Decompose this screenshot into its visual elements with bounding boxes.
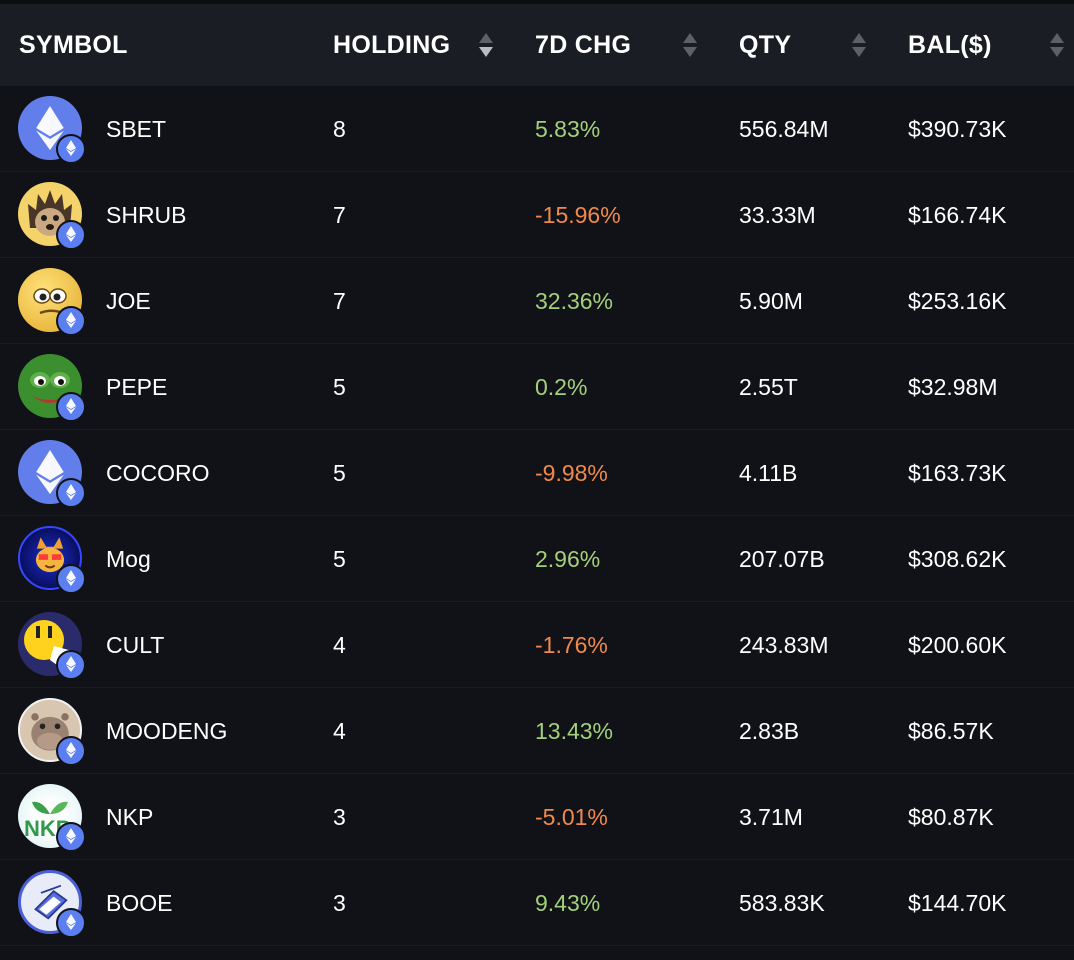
token-symbol[interactable]: NKP: [106, 803, 154, 830]
token-symbol[interactable]: MOODENG: [106, 717, 228, 744]
token-symbol[interactable]: COCORO: [106, 459, 210, 486]
seven-day-change: -5.01%: [535, 803, 608, 830]
ethereum-chain-icon: [56, 134, 86, 164]
token-quantity: 243.83M: [739, 631, 829, 658]
table-row[interactable]: SBET 8 5.83% 556.84M $390.73K: [0, 86, 1074, 172]
token-balance: $32.98M: [908, 373, 998, 400]
ethereum-chain-icon: [56, 478, 86, 508]
token-symbol[interactable]: SBET: [106, 115, 167, 142]
column-header-symbol: SYMBOL: [19, 30, 128, 59]
mog-cat-icon: [18, 526, 82, 590]
ethereum-chain-icon: [56, 908, 86, 938]
column-header-balance[interactable]: BAL($): [908, 30, 992, 59]
token-quantity: 2.83B: [739, 717, 800, 744]
token-symbol[interactable]: JOE: [106, 287, 151, 314]
token-quantity: 207.07B: [739, 545, 825, 572]
token-quantity: 4.11B: [739, 459, 798, 486]
token-balance: $163.73K: [908, 459, 1007, 486]
book-icon: [18, 870, 82, 934]
column-header-holding[interactable]: HOLDING: [333, 30, 451, 59]
token-balance: $253.16K: [908, 287, 1007, 314]
token-quantity: 2.55T: [739, 373, 798, 400]
token-avatar: [18, 354, 86, 422]
seven-day-change: 32.36%: [535, 287, 614, 314]
ethereum-chain-icon: [56, 392, 86, 422]
token-symbol[interactable]: CULT: [106, 631, 165, 658]
token-avatar: [18, 526, 86, 594]
holding-count: 3: [333, 803, 346, 830]
seven-day-change: 13.43%: [535, 717, 614, 744]
holding-count: 7: [333, 287, 346, 314]
table-row[interactable]: CULT 4 -1.76% 243.83M $200.60K: [0, 602, 1074, 688]
sort-7d-change-icon[interactable]: [683, 28, 697, 62]
table-row[interactable]: BOOE 3 9.43% 583.83K $144.70K: [0, 860, 1074, 946]
sort-qty-icon[interactable]: [852, 28, 866, 62]
table-row[interactable]: PEPE 5 0.2% 2.55T $32.98M: [0, 344, 1074, 430]
ethereum-chain-icon: [56, 650, 86, 680]
token-avatar: [18, 182, 86, 250]
token-quantity: 556.84M: [739, 115, 829, 142]
column-header-qty[interactable]: QTY: [739, 30, 792, 59]
token-balance: $80.87K: [908, 803, 994, 830]
token-avatar: [18, 96, 86, 164]
token-quantity: 3.71M: [739, 803, 803, 830]
holding-count: 8: [333, 115, 346, 142]
token-symbol[interactable]: SHRUB: [106, 201, 187, 228]
token-avatar: [18, 612, 86, 680]
token-avatar: [18, 870, 86, 938]
token-balance: $86.57K: [908, 717, 994, 744]
token-symbol[interactable]: PEPE: [106, 373, 168, 400]
seven-day-change: -15.96%: [535, 201, 621, 228]
token-quantity: 33.33M: [739, 201, 816, 228]
table-row[interactable]: JOE 7 32.36% 5.90M $253.16K: [0, 258, 1074, 344]
seven-day-change: 2.96%: [535, 545, 601, 572]
token-balance: $200.60K: [908, 631, 1007, 658]
token-balance: $390.73K: [908, 115, 1007, 142]
ethereum-chain-icon: [56, 564, 86, 594]
seven-day-change: 5.83%: [535, 115, 601, 142]
token-avatar: [18, 698, 86, 766]
eth-logo-icon: [18, 96, 82, 160]
sort-balance-icon[interactable]: [1050, 28, 1064, 62]
table-body: SBET 8 5.83% 556.84M $390.73K SHRUB 7 -15.96% 33…: [0, 86, 1074, 946]
token-quantity: 583.83K: [739, 889, 825, 916]
table-row[interactable]: COCORO 5 -9.98% 4.11B $163.73K: [0, 430, 1074, 516]
holding-count: 3: [333, 889, 346, 916]
ethereum-chain-icon: [56, 736, 86, 766]
token-symbol[interactable]: BOOE: [106, 889, 173, 916]
ethereum-chain-icon: [56, 822, 86, 852]
seven-day-change: -9.98%: [535, 459, 608, 486]
table-header: SYMBOL HOLDING 7D CHG QTY BAL($): [0, 0, 1074, 86]
holding-count: 7: [333, 201, 346, 228]
holding-count: 5: [333, 373, 346, 400]
table-row[interactable]: NKP NKP 3 -5.01% 3.71M $80.87K: [0, 774, 1074, 860]
token-symbol[interactable]: Mog: [106, 545, 151, 572]
table-row[interactable]: SHRUB 7 -15.96% 33.33M $166.74K: [0, 172, 1074, 258]
holding-count: 4: [333, 717, 346, 744]
token-quantity: 5.90M: [739, 287, 803, 314]
seven-day-change: -1.76%: [535, 631, 608, 658]
holding-count: 5: [333, 545, 346, 572]
table-row[interactable]: Mog 5 2.96% 207.07B $308.62K: [0, 516, 1074, 602]
holding-count: 4: [333, 631, 346, 658]
table-row[interactable]: MOODENG 4 13.43% 2.83B $86.57K: [0, 688, 1074, 774]
token-balance: $144.70K: [908, 889, 1007, 916]
token-balance: $308.62K: [908, 545, 1007, 572]
ethereum-chain-icon: [56, 220, 86, 250]
seven-day-change: 9.43%: [535, 889, 601, 916]
token-avatar: [18, 440, 86, 508]
token-avatar: NKP: [18, 784, 86, 852]
ethereum-chain-icon: [56, 306, 86, 336]
holding-count: 5: [333, 459, 346, 486]
column-header-7d-change[interactable]: 7D CHG: [535, 30, 632, 59]
seven-day-change: 0.2%: [535, 373, 588, 400]
sort-holding-icon[interactable]: [479, 28, 493, 62]
token-balance: $166.74K: [908, 201, 1007, 228]
token-avatar: [18, 268, 86, 336]
